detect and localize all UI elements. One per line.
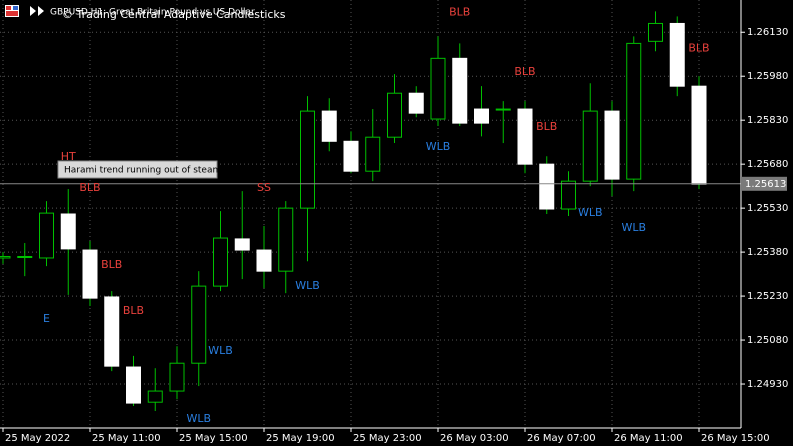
candle-body [234, 238, 250, 251]
y-tick-label: 1.25530 [747, 203, 788, 214]
candle-body [213, 237, 228, 287]
pattern-label: BLB [688, 41, 709, 54]
current-price-box [741, 176, 787, 191]
candle-body [17, 256, 33, 259]
candle-body [343, 140, 359, 172]
symbol-label: GBPUSD,H1: Great Britain Pound vs US Dol… [50, 8, 255, 18]
icon [6, 6, 11, 10]
x-tick-label: 25 May 15:00 [179, 433, 248, 444]
candle-body [256, 249, 272, 272]
pattern-label: WLB [578, 206, 603, 219]
candle-body [365, 136, 381, 172]
header: GBPUSD,H1: Great Britain Pound vs US Dol… [5, 5, 286, 21]
y-tick-label: 1.25080 [747, 335, 788, 346]
candle-body [474, 108, 489, 124]
pattern-label: BLB [79, 181, 100, 194]
candle-body [147, 390, 163, 403]
axes: 1.24930 1.25080 1.25230 1.25380 1.25530 1.256… [2, 27, 788, 444]
icon [6, 11, 18, 16]
candle-body [278, 207, 294, 272]
candle-body [495, 108, 511, 111]
x-tick-label: 25 May 2022 [5, 433, 70, 444]
icon [13, 6, 18, 10]
pattern-label: E [43, 312, 50, 325]
pattern-label: WLB [426, 140, 451, 153]
candle-body [669, 22, 685, 87]
x-tick-label: 26 May 03:00 [440, 433, 509, 444]
candle-body [539, 163, 555, 210]
y-tick-label: 1.25380 [747, 247, 788, 258]
pattern-label: SS [257, 181, 271, 194]
y-tick-label: 1.25230 [747, 291, 788, 302]
candle-body [561, 180, 576, 210]
candle-body [582, 110, 598, 182]
pattern-label: HT [61, 150, 76, 163]
time-axis-bg [0, 428, 793, 446]
candle-body [0, 256, 11, 259]
x-tick-label: 25 May 19:00 [266, 433, 335, 444]
candle-body [430, 57, 446, 120]
indicator-label: © Trading Central Adaptive Candlesticks [62, 8, 286, 21]
x-tick-label: 25 May 11:00 [92, 433, 161, 444]
x-tick-label: 26 May 15:00 [701, 433, 770, 444]
candle-body [408, 92, 424, 114]
candle-body [300, 110, 315, 209]
tooltip-text: Harami trend running out of steam [64, 166, 221, 176]
candle-body [604, 110, 620, 180]
x-tick-label: 26 May 07:00 [527, 433, 596, 444]
candles: HT BLB BLB BLB E WLB WLB SS WLB WLB BLB BLB BLB WLB WL… [0, 5, 741, 425]
pattern-label: BLB [101, 258, 122, 271]
pattern-label: BLB [449, 5, 470, 18]
candle-body [387, 92, 402, 138]
x-tick-label: 25 May 23:00 [353, 433, 422, 444]
candle-body [626, 42, 642, 180]
candle-body [82, 249, 98, 299]
pattern-label: BLB [536, 120, 557, 133]
tooltip: Harami trend running out of steam [57, 160, 221, 179]
candle-body [169, 362, 185, 392]
pattern-label: WLB [208, 344, 233, 357]
pattern-label: BLB [514, 65, 535, 78]
candle-body [517, 108, 533, 165]
pattern-label: WLB [295, 279, 320, 292]
candle-body [39, 212, 54, 259]
y-tick-label: 1.24930 [747, 379, 788, 390]
tooltip-box [57, 160, 218, 179]
candle-body [691, 85, 707, 185]
y-tick-label: 1.25830 [747, 115, 788, 126]
y-tick-label: 1.26130 [747, 27, 788, 38]
candle-body [126, 366, 141, 404]
current-price-label: 1.25613 [745, 179, 786, 190]
candle-body [452, 57, 468, 124]
x-tick-label: 26 May 11:00 [614, 433, 683, 444]
candle-body [321, 110, 337, 142]
candle-body [60, 213, 76, 250]
candle-body [104, 296, 120, 367]
candle-body [191, 285, 207, 364]
pattern-label: WLB [186, 412, 211, 425]
y-tick-label: 1.25680 [747, 159, 788, 170]
price-axis-bg [741, 0, 793, 446]
pattern-label: WLB [621, 221, 646, 234]
y-tick-label: 1.25980 [747, 71, 788, 82]
icon [30, 6, 44, 16]
pattern-label: BLB [123, 304, 144, 317]
candle-body [648, 22, 663, 42]
